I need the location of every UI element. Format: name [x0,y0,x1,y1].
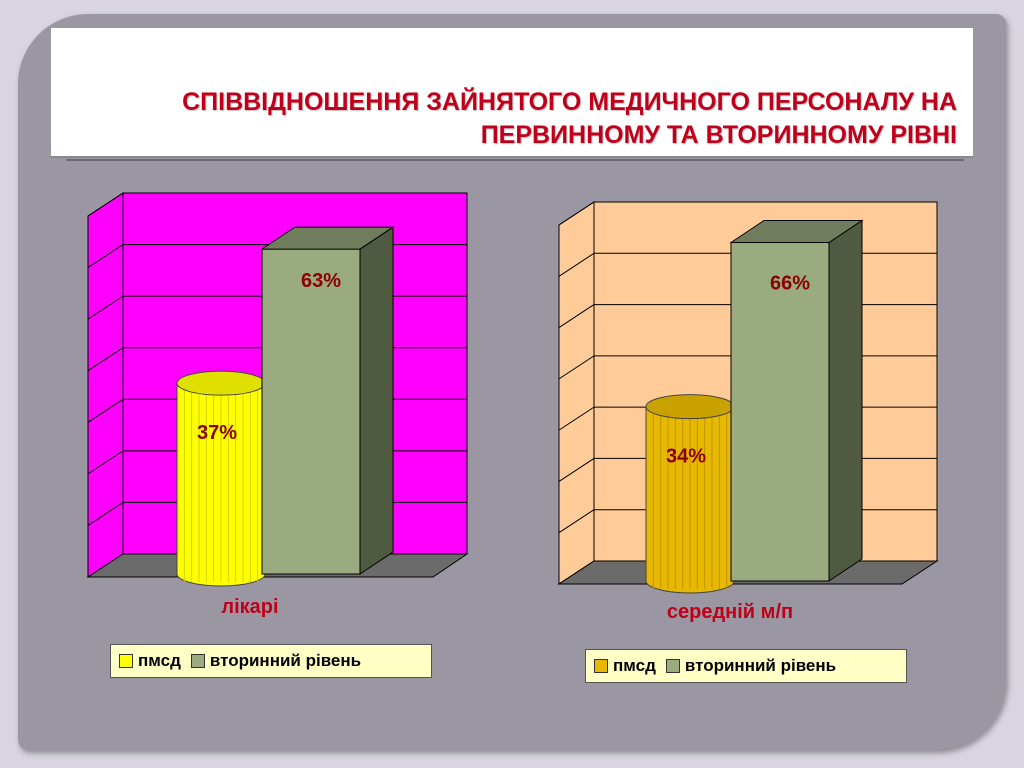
slide-title: СПІВВІДНОШЕННЯ ЗАЙНЯТОГО МЕДИЧНОГО ПЕРСО… [182,88,957,149]
chart-side-wall [558,201,595,585]
gridline-side [558,252,595,277]
bar-pmsd-top [645,394,735,420]
legend-label-secondary: вторинний рівень [684,656,837,675]
legend-label-secondary: вторинний рівень [209,651,362,670]
bar-secondary-top [260,226,395,250]
legend-item-pmsd: пмсд [594,656,656,676]
title-divider [66,159,964,161]
gridline-side [558,406,595,431]
category-label-doctors: лікарі [221,596,279,618]
gridline-side [87,192,124,217]
gridline-side [558,304,595,328]
data-label-secondary: 63% [301,270,341,292]
legend-label-pmsd: пмсд [613,656,656,675]
bar-secondary-top [729,220,864,244]
bar-secondary-side [828,219,863,582]
gridline-side [87,244,124,268]
legend-swatch-pmsd [119,654,133,668]
bar-secondary-front [261,248,361,575]
legend-label-pmsd: пмсд [138,651,181,670]
legend-swatch-secondary [190,654,205,668]
bar-secondary [260,226,395,575]
legend-item-secondary: вторинний рівень [190,651,362,671]
gridline-side [558,509,595,534]
gridline-side [558,355,595,380]
bar-secondary [729,219,864,582]
data-label-pmsd: 34% [666,446,706,468]
gridline-side [87,502,124,526]
gridline-side [87,398,124,423]
bar-pmsd [176,370,266,587]
data-label-pmsd: 37% [197,422,237,444]
title-panel: СПІВВІДНОШЕННЯ ЗАЙНЯТОГО МЕДИЧНОГО ПЕРСО… [51,28,973,158]
legend-swatch-pmsd [594,659,608,673]
gridline-side [87,295,124,320]
legend-swatch-secondary [665,659,680,673]
bar-pmsd [645,394,735,594]
legend-item-pmsd: пмсд [119,651,181,671]
gridline-side [87,347,124,372]
gridline-side [558,458,595,482]
data-label-secondary: 66% [770,273,810,295]
category-label-mid-staff: середній м/п [666,601,794,623]
legend-doctors: пмсд вторинний рівень [110,644,432,678]
legend-item-secondary: вторинний рівень [665,656,837,676]
bar-secondary-front [730,242,830,582]
gridline-side [558,201,595,226]
gridline-side [87,450,124,475]
legend-mid-staff: пмсд вторинний рівень [585,649,907,683]
